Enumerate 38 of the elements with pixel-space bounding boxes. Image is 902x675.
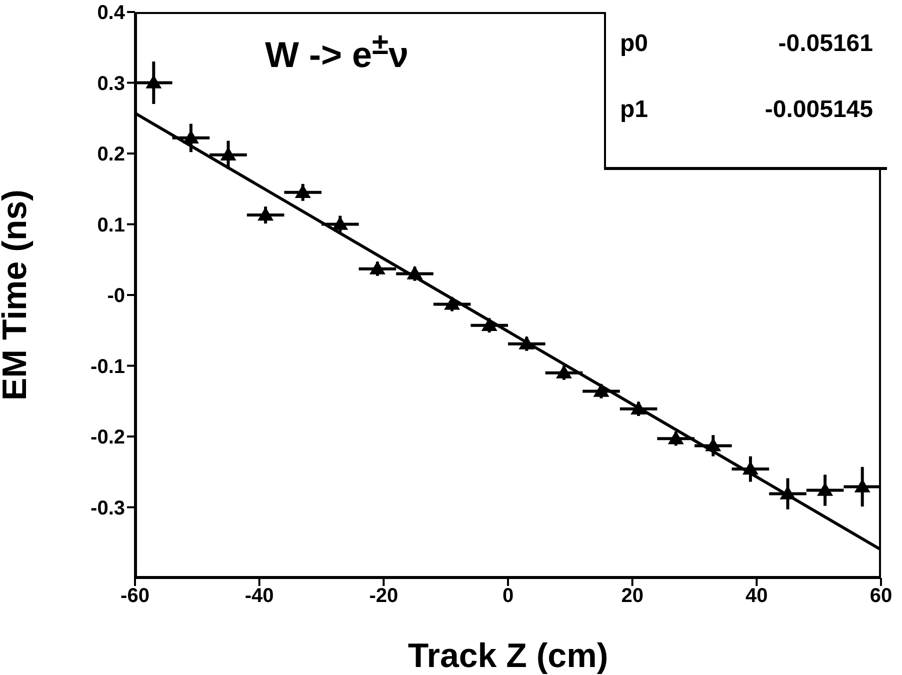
x-tick-label: 0: [502, 585, 514, 608]
point: [854, 478, 870, 492]
x-tick-label: 40: [746, 585, 768, 608]
point: [369, 260, 386, 274]
y-tick-label: -0.2: [90, 426, 125, 449]
annotation: -0.05161: [778, 30, 873, 59]
y-tick-label: -0.1: [90, 356, 125, 378]
y-tick-label: 0.3: [97, 72, 125, 95]
x-tick-label: -40: [244, 585, 274, 608]
x-axis-title: Track Z (cm): [408, 637, 608, 675]
y-tick-label: 0.4: [97, 2, 126, 24]
annotation: -0.005145: [764, 96, 873, 125]
point: [444, 296, 460, 310]
point: [668, 430, 684, 444]
point: [556, 364, 572, 378]
point: [406, 266, 423, 280]
x-tick-label: 60: [870, 585, 892, 608]
point: [593, 383, 610, 397]
point: [146, 74, 162, 88]
x-tick-label: 20: [621, 585, 644, 608]
point: [817, 482, 834, 496]
point: [630, 400, 647, 415]
x-tick-label: -60: [120, 585, 150, 608]
y-tick-label: 0.1: [97, 214, 125, 236]
y-tick-label: -0.3: [90, 497, 125, 520]
point: [258, 207, 274, 221]
y-tick-label: 0.2: [97, 144, 125, 166]
point: [705, 438, 722, 452]
y-tick-label: -0: [107, 285, 125, 308]
point: [518, 336, 535, 350]
point: [481, 317, 498, 332]
point: [742, 461, 758, 475]
annotation: p1: [620, 96, 648, 125]
point: [332, 216, 348, 230]
y-axis-title: EM Time (ns): [0, 190, 34, 400]
text: W -> e$^{±}$ν: [265, 28, 409, 76]
annotation: p0: [620, 30, 648, 59]
x-tick-label: -20: [369, 585, 398, 608]
